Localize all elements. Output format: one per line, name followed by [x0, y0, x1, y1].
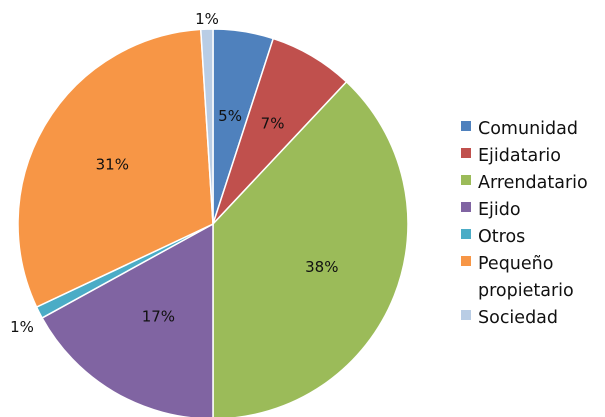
pie-slice-sociedad: [199, 28, 214, 225]
legend-item-pequeño-propietario: Pequeño propietario: [461, 251, 605, 305]
legend-label: Ejido: [478, 200, 521, 220]
legend-label: Ejidatario: [478, 146, 561, 166]
legend-label: Pequeño propietario: [478, 254, 574, 301]
legend-swatch: [461, 121, 471, 131]
data-label-arrendatario: 38%: [305, 258, 338, 276]
pie-chart: 5% 7% 38% 17% 1% 31% 1%: [10, 10, 409, 417]
legend-label: Arrendatario: [478, 173, 588, 193]
legend-label: Otros: [478, 227, 526, 247]
legend-swatch: [461, 256, 471, 266]
pie-slice-pequeño-propietario: [17, 28, 214, 309]
legend: Comunidad Ejidatario Arrendatario Ejido Otro…: [461, 116, 605, 332]
legend-item-otros: Otros: [461, 224, 605, 251]
legend-swatch: [461, 148, 471, 158]
legend-label: Comunidad: [478, 119, 578, 139]
legend-swatch: [461, 202, 471, 212]
pie-slice-ejido: [41, 222, 214, 417]
data-label-sociedad: 1%: [195, 10, 219, 28]
legend-item-comunidad: Comunidad: [461, 116, 605, 143]
data-label-pequeño-propietario: 31%: [96, 155, 129, 173]
pie-slice-arrendatario: [212, 80, 409, 417]
legend-item-ejidatario: Ejidatario: [461, 143, 605, 170]
legend-item-arrendatario: Arrendatario: [461, 170, 605, 197]
data-label-ejidatario: 7%: [261, 114, 285, 132]
legend-swatch: [461, 229, 471, 239]
legend-swatch: [461, 175, 471, 185]
legend-item-ejido: Ejido: [461, 197, 605, 224]
legend-label: Sociedad: [478, 308, 559, 328]
legend-swatch: [461, 310, 471, 320]
legend-item-sociedad: Sociedad: [461, 305, 605, 332]
data-label-comunidad: 5%: [218, 107, 242, 125]
data-label-ejido: 17%: [142, 307, 175, 325]
data-label-otros: 1%: [10, 318, 34, 336]
